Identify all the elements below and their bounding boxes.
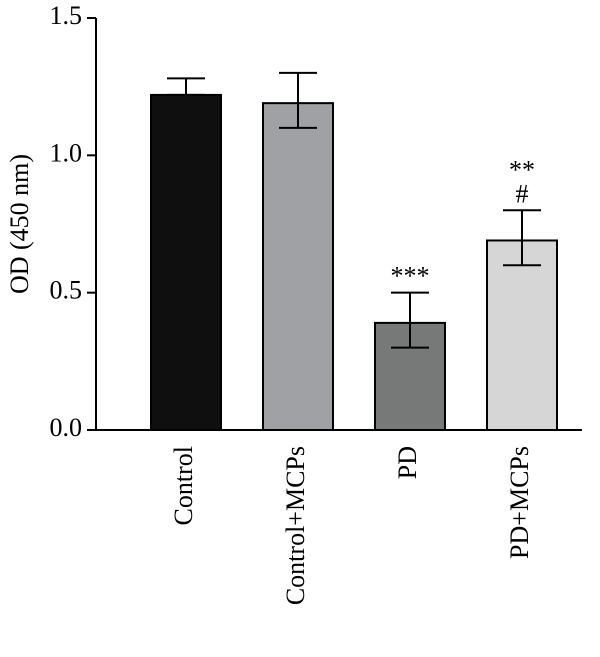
y-tick-label-0: 0.0 <box>50 413 83 442</box>
significance-label-3-1: # <box>516 179 529 208</box>
y-tick-label-2: 1.0 <box>50 138 83 167</box>
category-label-1: Control+MCPs <box>281 446 310 605</box>
y-axis-label: OD (450 nm) <box>5 154 34 294</box>
axes-layer: Control Control+MCPs PD PD+MCPs 0.0 0.5 1.0 1.5 <box>50 1 582 605</box>
y-tick-label-3: 1.5 <box>50 1 83 30</box>
category-label-2: PD <box>393 446 422 479</box>
bar-1 <box>262 102 334 431</box>
category-label-3: PD+MCPs <box>505 446 534 559</box>
error-bar-3 <box>503 209 541 267</box>
error-bar-2 <box>391 291 429 349</box>
bar-0 <box>150 93 222 431</box>
y-tick-label-1: 0.5 <box>50 276 83 305</box>
significance-label-3-0: ** <box>509 155 535 184</box>
error-bar-0 <box>167 77 205 96</box>
error-bar-1 <box>279 71 317 129</box>
category-label-0: Control <box>169 446 198 525</box>
significance-label-2-0: *** <box>391 262 430 291</box>
bars-layer: *** #** <box>150 71 558 432</box>
bar-3 <box>486 239 558 431</box>
